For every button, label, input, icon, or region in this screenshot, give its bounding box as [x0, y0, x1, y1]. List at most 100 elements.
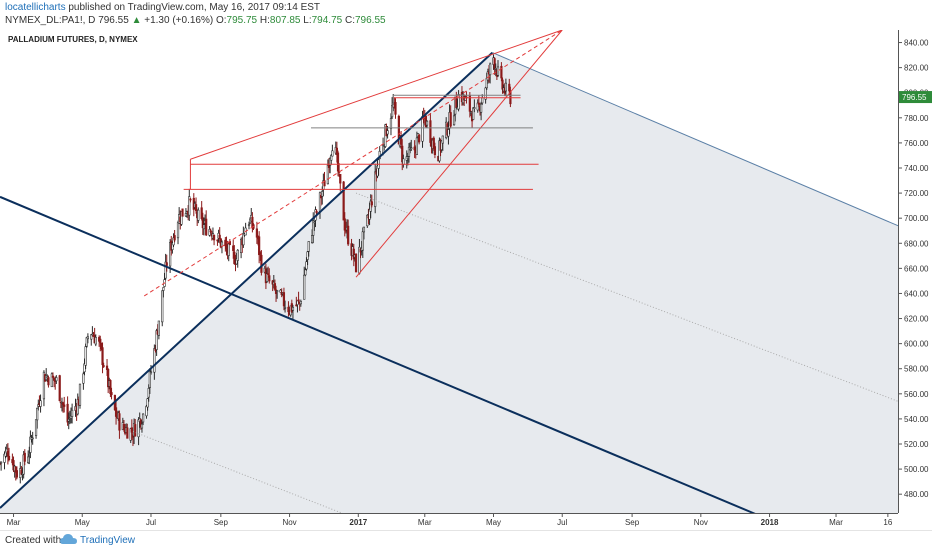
candle-body [494, 68, 497, 70]
candle-body [259, 252, 262, 255]
candle-body [273, 283, 277, 290]
y-tick-label: 520.00 [904, 440, 929, 449]
candle-body [67, 419, 70, 422]
candle-body [155, 330, 158, 350]
candle-body [137, 419, 140, 438]
x-tick-label: 16 [883, 518, 892, 527]
open-label: O: [215, 15, 227, 26]
candle-body [407, 146, 411, 157]
trend-line-3 [492, 52, 899, 227]
candle-body [321, 191, 324, 197]
axis-background [898, 30, 932, 530]
candle-body [28, 454, 31, 456]
last-value: 796.55 [98, 15, 129, 26]
candle-body [165, 262, 168, 266]
trend-line-1 [0, 51, 494, 509]
x-tick-label: May [75, 518, 90, 527]
candle-body [401, 145, 404, 163]
candle-body [34, 419, 38, 436]
candle-body [27, 456, 30, 464]
candle-body [157, 320, 160, 336]
y-tick-label: 840.00 [904, 39, 929, 48]
candle-body [102, 365, 105, 367]
candle-body [291, 306, 295, 311]
candle-body [473, 107, 476, 110]
candle-body [126, 427, 129, 439]
candle-body [330, 155, 333, 161]
candle-body [99, 338, 102, 344]
x-tick-label: Nov [282, 518, 296, 527]
candle-body [194, 204, 198, 212]
candle-body [429, 120, 432, 143]
high-label: H: [259, 15, 270, 26]
candle-body [141, 413, 145, 423]
trend-line-4 [355, 192, 899, 402]
tradingview-brand[interactable]: TradingView [80, 535, 136, 546]
candle-body [188, 196, 191, 216]
candle-body [362, 226, 366, 233]
candle-body [227, 243, 230, 256]
candle-body [447, 129, 450, 137]
candle-body [47, 377, 50, 386]
candle-body [84, 346, 87, 366]
x-tick-label: Mar [418, 518, 432, 527]
x-tick-label: Mar [7, 518, 21, 527]
candles [0, 54, 512, 484]
candle-body [39, 400, 42, 407]
candle-body [63, 404, 66, 407]
y-tick-label: 820.00 [904, 64, 929, 73]
published-text: published on TradingView.com, May 16, 20… [68, 2, 321, 13]
trend-line-8 [143, 30, 563, 297]
open-value: 795.75 [226, 15, 258, 26]
candle-body [268, 275, 271, 282]
candle-body [51, 375, 55, 378]
change-value: +1.30 (+0.16%) [144, 15, 214, 26]
candle-body [336, 152, 340, 172]
footer: Created with TradingView [0, 530, 932, 551]
candle-body [145, 405, 148, 417]
candle-body [7, 455, 11, 461]
y-tick-label: 700.00 [904, 214, 929, 223]
x-tick-label: 2018 [761, 518, 779, 527]
candle-body [477, 102, 480, 105]
tradingview-cloud-icon [60, 534, 77, 544]
candle-body [42, 371, 46, 400]
pitchfork-channel-fill [0, 52, 898, 513]
candle-body [71, 409, 74, 417]
candle-body [489, 63, 492, 76]
candle-body [425, 120, 429, 126]
close-value: 796.55 [355, 15, 386, 26]
y-tick-label: 760.00 [904, 139, 929, 148]
candle-body [313, 221, 316, 224]
candle-body [391, 105, 394, 118]
trend-line-7 [355, 30, 563, 278]
candle-body [299, 301, 302, 305]
candle-body [493, 58, 496, 70]
candle-body [209, 230, 212, 233]
x-tick-label: Jul [146, 518, 156, 527]
candle-body [78, 383, 82, 406]
candle-body [90, 334, 93, 340]
candle-body [258, 236, 261, 256]
candle-body [232, 245, 235, 251]
candle-body [484, 87, 487, 100]
candle-body [91, 333, 94, 336]
candle-body [500, 65, 503, 79]
candle-body [110, 392, 113, 396]
y-tick-label: 500.00 [904, 465, 929, 474]
y-tick-label: 780.00 [904, 114, 929, 123]
candle-body [197, 209, 200, 221]
trend-line-5 [132, 430, 345, 515]
candle-body [449, 112, 452, 127]
candle-body [208, 229, 211, 236]
symbol-label: NYMEX_DL:PA1!, D [5, 15, 96, 26]
candle-body [15, 470, 19, 478]
candle-body [415, 137, 418, 155]
author-link[interactable]: locatellicharts [5, 2, 66, 13]
y-tick-label: 740.00 [904, 164, 929, 173]
candle-body [3, 453, 6, 463]
price-chart[interactable]: 480.00 500.00 520.00 540.00 560.00 580.00 600.… [0, 30, 932, 530]
candle-body [242, 232, 245, 246]
candle-body [287, 306, 290, 313]
candle-body [122, 423, 126, 430]
